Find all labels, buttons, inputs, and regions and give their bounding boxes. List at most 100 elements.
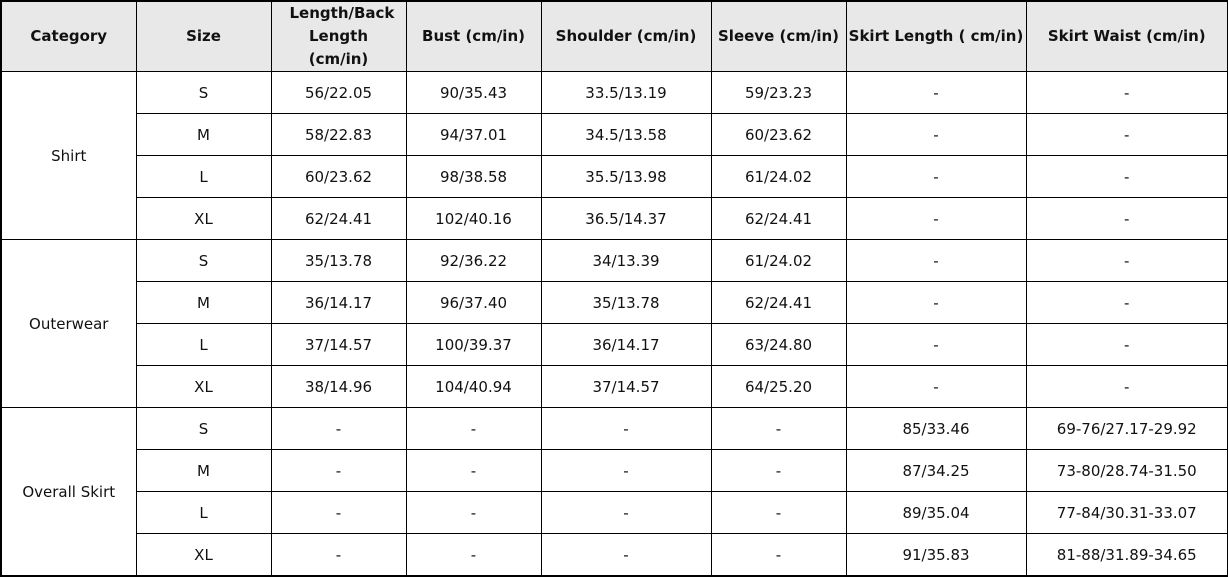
skirt-length-cell: - bbox=[845, 239, 1027, 282]
skirt-length-cell: - bbox=[845, 113, 1027, 156]
sleeve-cell: 62/24.41 bbox=[710, 281, 847, 324]
skirt-waist-cell: - bbox=[1025, 155, 1228, 198]
header-bust: Bust (cm/in) bbox=[405, 0, 542, 72]
bust-cell: 96/37.40 bbox=[405, 281, 542, 324]
table-row: Shirt S 56/22.05 90/35.43 33.5/13.19 59/23.23… bbox=[0, 71, 1228, 240]
skirt-waist-cell: - bbox=[1025, 281, 1228, 324]
bust-cell: 100/39.37 bbox=[405, 323, 542, 366]
sleeve-cell: - bbox=[710, 491, 847, 534]
bust-cell: 90/35.43 bbox=[405, 71, 542, 114]
skirt-length-cell: - bbox=[845, 323, 1027, 366]
skirt-length-cell: - bbox=[845, 365, 1027, 408]
bust-cell: - bbox=[405, 407, 542, 450]
length-cell: 60/23.62 bbox=[270, 155, 407, 198]
bust-cell: 94/37.01 bbox=[405, 113, 542, 156]
bust-cell: 104/40.94 bbox=[405, 365, 542, 408]
shoulder-cell: 35/13.78 bbox=[540, 281, 712, 324]
skirt-length-cell: 91/35.83 bbox=[845, 533, 1027, 577]
table-row: XL - - - -91/35.83 81-88/31.89-34.65 bbox=[1, 533, 1228, 577]
header-shoulder: Shoulder (cm/in) bbox=[540, 0, 712, 72]
shoulder-cell: 36.5/14.37 bbox=[540, 197, 712, 240]
skirt-waist-cell: - bbox=[1025, 113, 1228, 156]
size-cell: L bbox=[135, 491, 272, 534]
table-row: M 36/14.17 96/37.40 35/13.78 62/24.41- - bbox=[1, 281, 1228, 324]
category-cell: Shirt bbox=[0, 71, 137, 240]
shoulder-cell: - bbox=[540, 407, 712, 450]
table-body: Shirt S 56/22.05 90/35.43 33.5/13.19 59/23.23… bbox=[0, 71, 1228, 577]
size-cell: L bbox=[135, 323, 272, 366]
skirt-length-cell: 85/33.46 bbox=[845, 407, 1027, 450]
table-row: L 37/14.57 100/39.37 36/14.17 63/24.80- - bbox=[1, 323, 1228, 366]
sleeve-cell: 63/24.80 bbox=[710, 323, 847, 366]
size-cell: S bbox=[135, 71, 272, 114]
sleeve-cell: 60/23.62 bbox=[710, 113, 847, 156]
skirt-waist-cell: - bbox=[1025, 71, 1228, 114]
table-row: L - - - -89/35.04 77-84/30.31-33.07 bbox=[1, 491, 1228, 534]
category-cell: Outerwear bbox=[0, 239, 137, 408]
shoulder-cell: 33.5/13.19 bbox=[540, 71, 712, 114]
size-cell: XL bbox=[135, 197, 272, 240]
skirt-waist-cell: - bbox=[1025, 365, 1228, 408]
table-row: XL 38/14.96 104/40.94 37/14.57 64/25.20- - bbox=[1, 365, 1228, 408]
sleeve-cell: - bbox=[710, 407, 847, 450]
category-cell: Overall Skirt bbox=[0, 407, 137, 577]
bust-cell: 98/38.58 bbox=[405, 155, 542, 198]
length-cell: 56/22.05 bbox=[270, 71, 407, 114]
table-row: L 60/23.62 98/38.58 35.5/13.98 61/24.02- - bbox=[1, 155, 1228, 198]
length-cell: 35/13.78 bbox=[270, 239, 407, 282]
header-skirt-waist: Skirt Waist (cm/in) bbox=[1025, 0, 1228, 72]
shoulder-cell: - bbox=[540, 533, 712, 577]
skirt-waist-cell: 77-84/30.31-33.07 bbox=[1025, 491, 1228, 534]
size-cell: M bbox=[135, 449, 272, 492]
bust-cell: - bbox=[405, 491, 542, 534]
length-cell: - bbox=[270, 491, 407, 534]
size-cell: L bbox=[135, 155, 272, 198]
sleeve-cell: 61/24.02 bbox=[710, 155, 847, 198]
length-cell: - bbox=[270, 407, 407, 450]
skirt-length-cell: - bbox=[845, 197, 1027, 240]
skirt-length-cell: - bbox=[845, 71, 1027, 114]
sleeve-cell: - bbox=[710, 449, 847, 492]
table-row: Overall Skirt S - - - -85/33.46 69-76/27.17-29… bbox=[0, 407, 1228, 577]
length-cell: 36/14.17 bbox=[270, 281, 407, 324]
header-size: Size bbox=[135, 0, 272, 72]
skirt-waist-cell: 81-88/31.89-34.65 bbox=[1025, 533, 1228, 577]
size-cell: S bbox=[135, 239, 272, 282]
length-cell: - bbox=[270, 449, 407, 492]
sleeve-cell: 64/25.20 bbox=[710, 365, 847, 408]
header-sleeve: Sleeve (cm/in) bbox=[710, 0, 847, 72]
shoulder-cell: 34.5/13.58 bbox=[540, 113, 712, 156]
header-length: Length/Back Length (cm/in) bbox=[270, 0, 407, 72]
skirt-length-cell: - bbox=[845, 281, 1027, 324]
skirt-length-cell: 87/34.25 bbox=[845, 449, 1027, 492]
skirt-waist-cell: 73-80/28.74-31.50 bbox=[1025, 449, 1228, 492]
shoulder-cell: 36/14.17 bbox=[540, 323, 712, 366]
bust-cell: 102/40.16 bbox=[405, 197, 542, 240]
length-cell: 62/24.41 bbox=[270, 197, 407, 240]
length-cell: - bbox=[270, 533, 407, 577]
skirt-length-cell: - bbox=[845, 155, 1027, 198]
sleeve-cell: - bbox=[710, 533, 847, 577]
skirt-waist-cell: - bbox=[1025, 239, 1228, 282]
length-cell: 38/14.96 bbox=[270, 365, 407, 408]
shoulder-cell: - bbox=[540, 449, 712, 492]
table-row: Outerwear S 35/13.78 92/36.22 34/13.39 61/24.… bbox=[0, 239, 1228, 408]
size-cell: XL bbox=[135, 533, 272, 577]
sleeve-cell: 62/24.41 bbox=[710, 197, 847, 240]
shoulder-cell: 37/14.57 bbox=[540, 365, 712, 408]
header-row: Category Size Length/Back Length (cm/in)… bbox=[0, 0, 1228, 72]
skirt-waist-cell: 69-76/27.17-29.92 bbox=[1025, 407, 1228, 450]
shoulder-cell: 35.5/13.98 bbox=[540, 155, 712, 198]
bust-cell: - bbox=[405, 449, 542, 492]
skirt-waist-cell: - bbox=[1025, 197, 1228, 240]
sleeve-cell: 59/23.23 bbox=[710, 71, 847, 114]
table-row: XL 62/24.41 102/40.16 36.5/14.37 62/24.41- - bbox=[1, 197, 1228, 240]
skirt-length-cell: 89/35.04 bbox=[845, 491, 1027, 534]
bust-cell: - bbox=[405, 533, 542, 577]
size-cell: S bbox=[135, 407, 272, 450]
sleeve-cell: 61/24.02 bbox=[710, 239, 847, 282]
size-cell: M bbox=[135, 113, 272, 156]
bust-cell: 92/36.22 bbox=[405, 239, 542, 282]
table-row: M - - - -87/34.25 73-80/28.74-31.50 bbox=[1, 449, 1228, 492]
